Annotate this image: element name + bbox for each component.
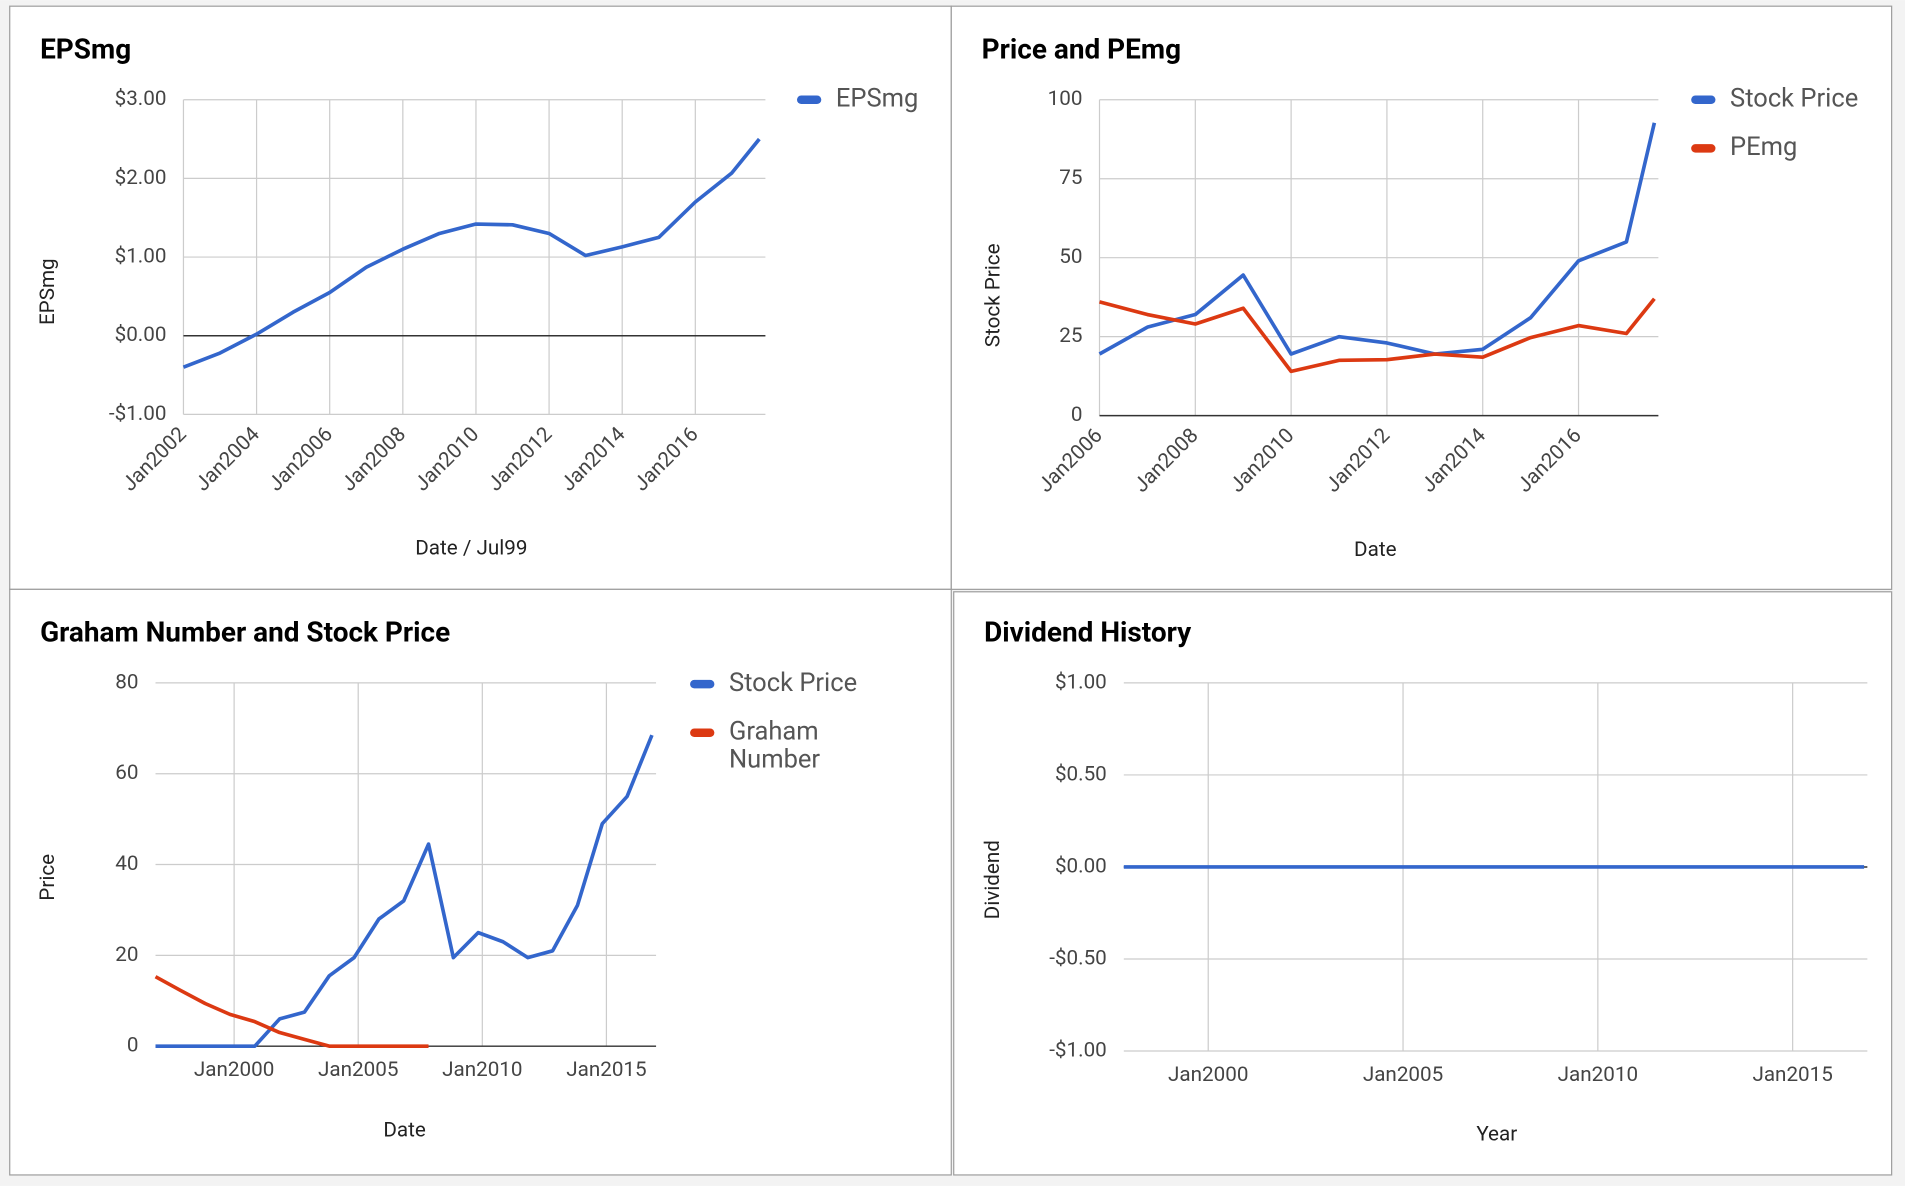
x-axis-title: Year [1476, 1122, 1517, 1146]
x-tick-label: Jan2005 [1363, 1063, 1443, 1087]
legend-label: PEmg [1730, 132, 1797, 162]
y-tick-label: -$1.00 [1049, 1038, 1107, 1062]
y-axis-title: Price [36, 854, 60, 901]
y-tick-label: $0.00 [115, 323, 167, 347]
y-tick-label: $1.00 [1055, 670, 1107, 694]
legend-swatch [1691, 95, 1716, 104]
chart-title: EPSmg [40, 33, 131, 66]
y-tick-label: $3.00 [115, 87, 167, 111]
y-tick-label: 0 [1071, 403, 1083, 427]
x-tick-label: Jan2005 [318, 1058, 398, 1082]
legend-label: Stock Price [1730, 83, 1858, 113]
y-tick-label: 100 [1048, 87, 1083, 111]
y-tick-label: 0 [127, 1034, 139, 1058]
chart-title: Price and PEmg [982, 33, 1181, 66]
series-line [1099, 297, 1656, 374]
panel [953, 591, 1893, 1176]
y-tick-label: 60 [115, 761, 138, 785]
x-tick-label: Jan2010 [442, 1058, 522, 1082]
panel [9, 588, 952, 1176]
y-tick-label: $1.00 [115, 245, 167, 269]
x-tick-label: Jan2000 [194, 1058, 274, 1082]
x-axis-title: Date [1354, 538, 1397, 562]
legend-swatch [690, 679, 715, 689]
x-axis-title: Date / Jul99 [415, 537, 527, 561]
x-axis-title: Date [383, 1119, 426, 1143]
x-tick-label: Jan2010 [1558, 1063, 1638, 1087]
chart-title: Graham Number and Stock Price [40, 616, 450, 649]
legend-label: Stock Price [729, 668, 857, 698]
panel [9, 5, 952, 590]
y-tick-label: 25 [1059, 324, 1082, 348]
y-tick-label: 40 [115, 852, 138, 876]
legend-swatch [1691, 144, 1716, 153]
y-tick-label: $0.50 [1055, 762, 1107, 786]
y-tick-label: -$1.00 [109, 402, 167, 426]
y-axis-title: Stock Price [981, 243, 1005, 347]
y-tick-label: 20 [115, 943, 138, 967]
y-tick-label: $2.00 [115, 166, 167, 190]
series-line [154, 975, 429, 1048]
legend-swatch [796, 95, 822, 104]
series-line [182, 137, 761, 369]
legend-label: EPSmg [836, 83, 918, 113]
chart-title: Dividend History [984, 616, 1192, 649]
legend-swatch [690, 728, 715, 737]
x-tick-label: Jan2015 [566, 1058, 646, 1082]
y-tick-label: 80 [115, 670, 138, 694]
x-tick-label: Jan2015 [1752, 1063, 1832, 1087]
panel [950, 5, 1893, 590]
y-axis-title: Dividend [981, 840, 1005, 919]
x-tick-label: Jan2000 [1168, 1063, 1248, 1087]
y-tick-label: $0.00 [1055, 854, 1107, 878]
series-line [1098, 122, 1657, 356]
y-tick-label: 50 [1059, 245, 1082, 269]
y-axis-title: EPSmg [36, 258, 60, 325]
series-line [155, 734, 654, 1048]
legend-label: Graham Number [729, 716, 820, 774]
y-tick-label: 75 [1059, 166, 1082, 190]
y-tick-label: -$0.50 [1049, 946, 1107, 970]
